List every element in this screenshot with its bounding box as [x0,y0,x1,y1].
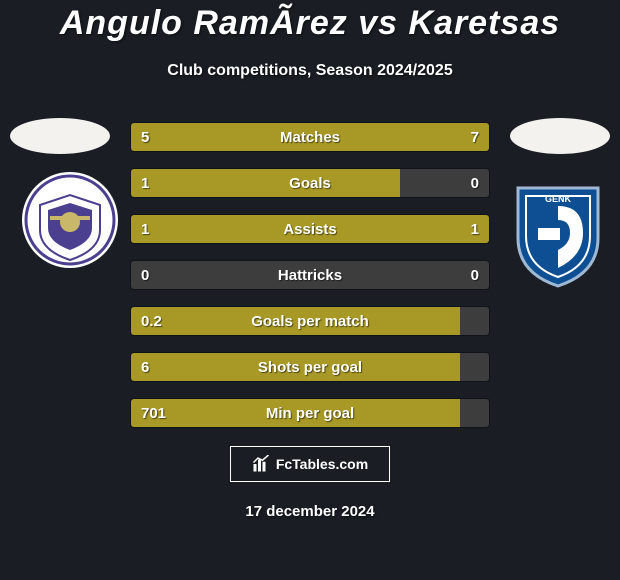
club-badge-left [20,170,120,270]
player-right-headshot [510,118,610,154]
stat-fill-right [310,215,489,243]
stat-fill-left [131,307,460,335]
stat-row: Goals per match0.2 [130,306,490,336]
date-text: 17 december 2024 [0,503,620,520]
stat-row: Hattricks00 [130,260,490,290]
stat-fill-left [131,215,310,243]
stat-track [131,261,489,289]
subtitle: Club competitions, Season 2024/2025 [0,62,620,80]
watermark: FcTables.com [230,446,390,482]
svg-text:GENK: GENK [545,194,572,204]
stat-row: Assists11 [130,214,490,244]
genk-badge-icon: GENK [508,178,608,288]
chart-icon [252,455,270,473]
stat-fill-left [131,399,460,427]
stat-row: Shots per goal6 [130,352,490,382]
page-title: Angulo RamÃ­rez vs Karetsas [0,4,620,43]
stat-row: Min per goal701 [130,398,490,428]
stat-fill-right [281,123,489,151]
player-left-headshot [10,118,110,154]
club-badge-right: GENK [508,178,608,278]
stat-row: Goals10 [130,168,490,198]
anderlecht-badge-icon [20,170,120,270]
watermark-text: FcTables.com [276,456,368,472]
stat-fill-left [131,123,281,151]
stat-fill-left [131,353,460,381]
stat-row: Matches57 [130,122,490,152]
stats-panel: Matches57 Goals10 Assists11 Hattricks00 Goal… [130,122,490,444]
stat-fill-left [131,169,400,197]
